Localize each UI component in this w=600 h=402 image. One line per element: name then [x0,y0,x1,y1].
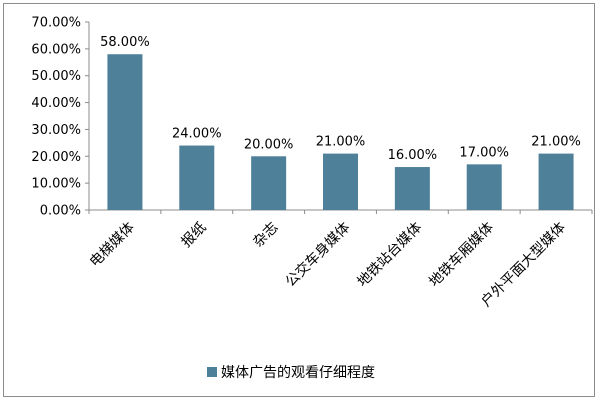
bar [538,153,574,210]
category-label: 报纸 [179,220,210,251]
category-label: 地铁站台媒体 [354,220,425,291]
bars [107,54,574,210]
category-label: 地铁车厢媒体 [426,219,497,290]
y-tick-label: 50.00% [31,69,81,84]
y-tick-label: 60.00% [31,42,81,57]
bar [323,153,358,210]
data-label: 16.00% [388,148,438,163]
data-label: 58.00% [100,35,150,50]
data-label: 20.00% [244,137,294,152]
bar [251,156,287,210]
bar [107,54,143,210]
legend-swatch [207,367,217,377]
y-tick-label: 40.00% [31,96,81,111]
data-label: 24.00% [172,127,222,142]
data-label: 17.00% [459,145,509,160]
y-tick-label: 70.00% [31,16,81,31]
y-tick-label: 10.00% [31,177,81,192]
category-label: 公交车身媒体 [282,219,353,290]
y-tick-label: 0.00% [40,204,81,219]
y-tick-labels: 0.00% 10.00% 20.00% 30.00% 40.00% 50.00% 60.00… [31,16,81,219]
data-label: 21.00% [316,135,366,150]
category-label: 电梯媒体 [87,220,138,271]
data-label: 21.00% [531,135,581,150]
legend-label: 媒体广告的观看仔细程度 [221,365,375,381]
category-label: 杂志 [250,220,281,251]
legend: 媒体广告的观看仔细程度 [207,365,375,381]
bar [394,167,430,210]
bar [466,164,502,210]
bar [179,145,215,210]
y-tick-label: 20.00% [31,150,81,165]
y-tick-label: 30.00% [31,123,81,138]
data-labels: 58.00% 24.00% 20.00% 21.00% 16.00% 17.00% 21.0… [100,35,581,163]
